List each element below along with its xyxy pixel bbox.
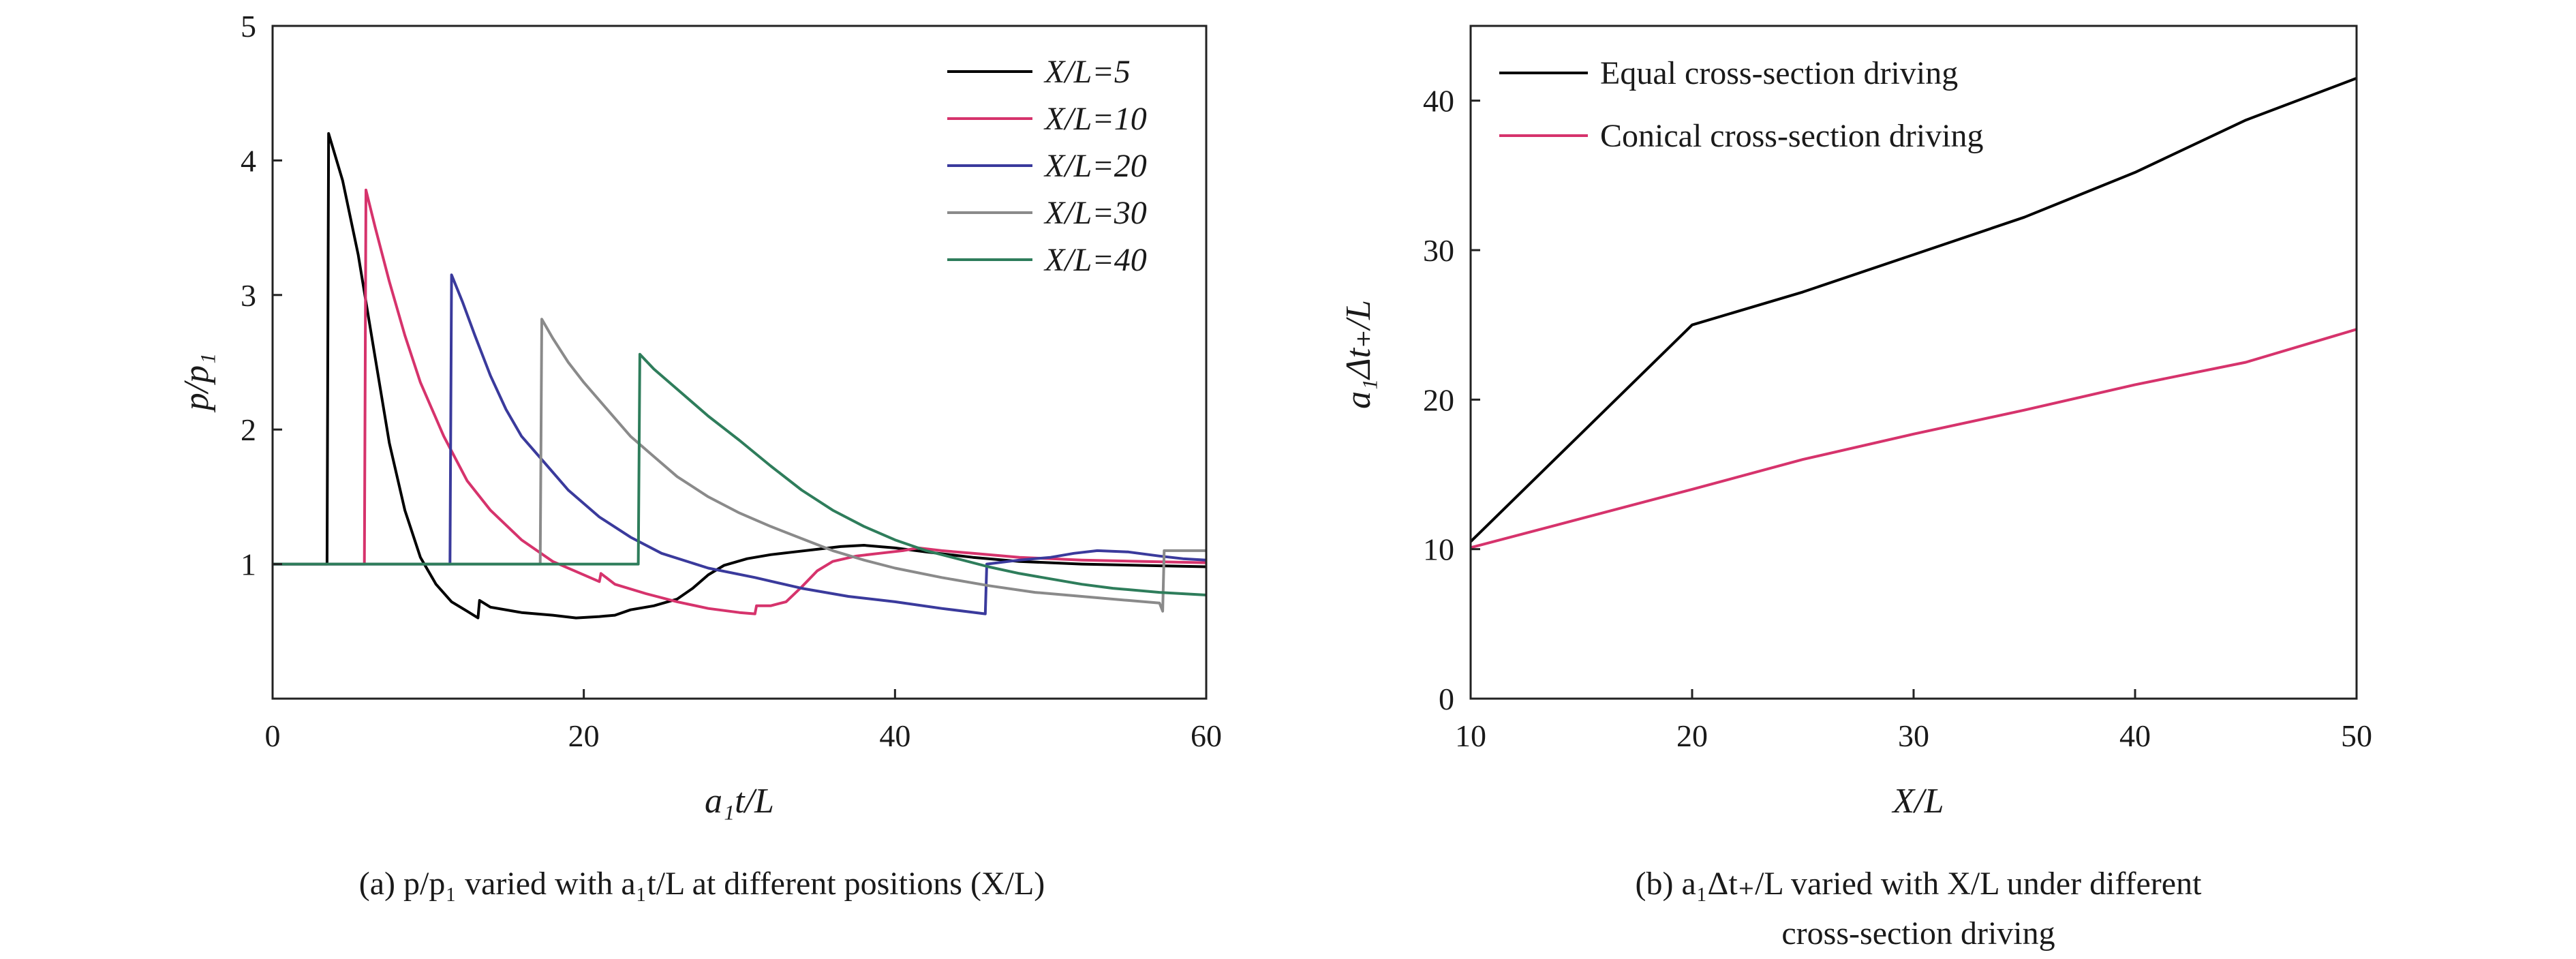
panel-a-y-axis-label: p/p₁ bbox=[177, 353, 216, 414]
series-line-1 bbox=[1469, 76, 2357, 543]
series-line-4 bbox=[273, 318, 1206, 613]
legend-label: X/L=5 bbox=[1043, 54, 1131, 90]
panel-b-series-group bbox=[1469, 76, 2357, 549]
y-tick-label: 1 bbox=[241, 547, 256, 582]
series-line-3 bbox=[273, 273, 1207, 615]
panel-a-plot-frame bbox=[271, 25, 1208, 700]
y-tick-label: 20 bbox=[1423, 382, 1454, 417]
caption-a: (a) p/p₁ varied with a₁t/L at different … bbox=[359, 866, 1045, 902]
legend-label: X/L=30 bbox=[1043, 195, 1147, 231]
y-tick-label: 3 bbox=[241, 278, 256, 313]
x-tick-label: 10 bbox=[1455, 718, 1486, 753]
x-tick-label: 20 bbox=[568, 718, 600, 753]
caption-b-line-1: (b) a₁Δt₊/L varied with X/L under differ… bbox=[1636, 866, 2203, 902]
x-tick-label: 30 bbox=[1898, 718, 1929, 753]
legend-label: X/L=40 bbox=[1043, 242, 1147, 278]
caption-b-line-2: cross-section driving bbox=[1781, 915, 2055, 952]
y-tick-label: 40 bbox=[1423, 84, 1454, 119]
panel-a-series-group bbox=[273, 132, 1207, 620]
y-tick-label: 2 bbox=[241, 412, 256, 447]
y-tick-label: 4 bbox=[241, 143, 256, 178]
x-tick-label: 20 bbox=[1676, 718, 1708, 753]
x-tick-label: 40 bbox=[879, 718, 910, 753]
panel-b-x-axis-label: X/L bbox=[1891, 782, 1944, 821]
series-line-1 bbox=[273, 132, 1207, 620]
y-tick-label: 30 bbox=[1423, 233, 1454, 268]
y-tick-label: 5 bbox=[241, 9, 256, 44]
legend-label: Conical cross-section driving bbox=[1600, 118, 1984, 154]
panel-b-legend: Equal cross-section driving Conical cross… bbox=[1499, 55, 1984, 154]
series-line-5 bbox=[273, 352, 1207, 596]
legend-label: X/L=20 bbox=[1043, 148, 1147, 184]
x-tick-label: 50 bbox=[2341, 718, 2372, 753]
x-tick-label: 0 bbox=[265, 718, 281, 753]
panel-a-ticks: 0 20 40 60 1 2 3 4 5 bbox=[241, 9, 1222, 753]
legend-label: Equal cross-section driving bbox=[1600, 55, 1958, 91]
panel-a-legend: X/L=5 X/L=10 X/L=20 X/L=30 X/L=40 bbox=[947, 54, 1147, 278]
y-tick-label: 0 bbox=[1439, 682, 1454, 716]
series-line-2 bbox=[1470, 328, 2357, 549]
legend-label: X/L=10 bbox=[1043, 101, 1147, 137]
y-tick-label: 10 bbox=[1423, 532, 1454, 567]
x-tick-label: 60 bbox=[1191, 718, 1222, 753]
panel-b-y-axis-label: a₁Δt₊/L bbox=[1339, 300, 1378, 409]
x-tick-label: 40 bbox=[2119, 718, 2151, 753]
panel-a-x-axis-label: a₁t/L bbox=[705, 782, 774, 821]
